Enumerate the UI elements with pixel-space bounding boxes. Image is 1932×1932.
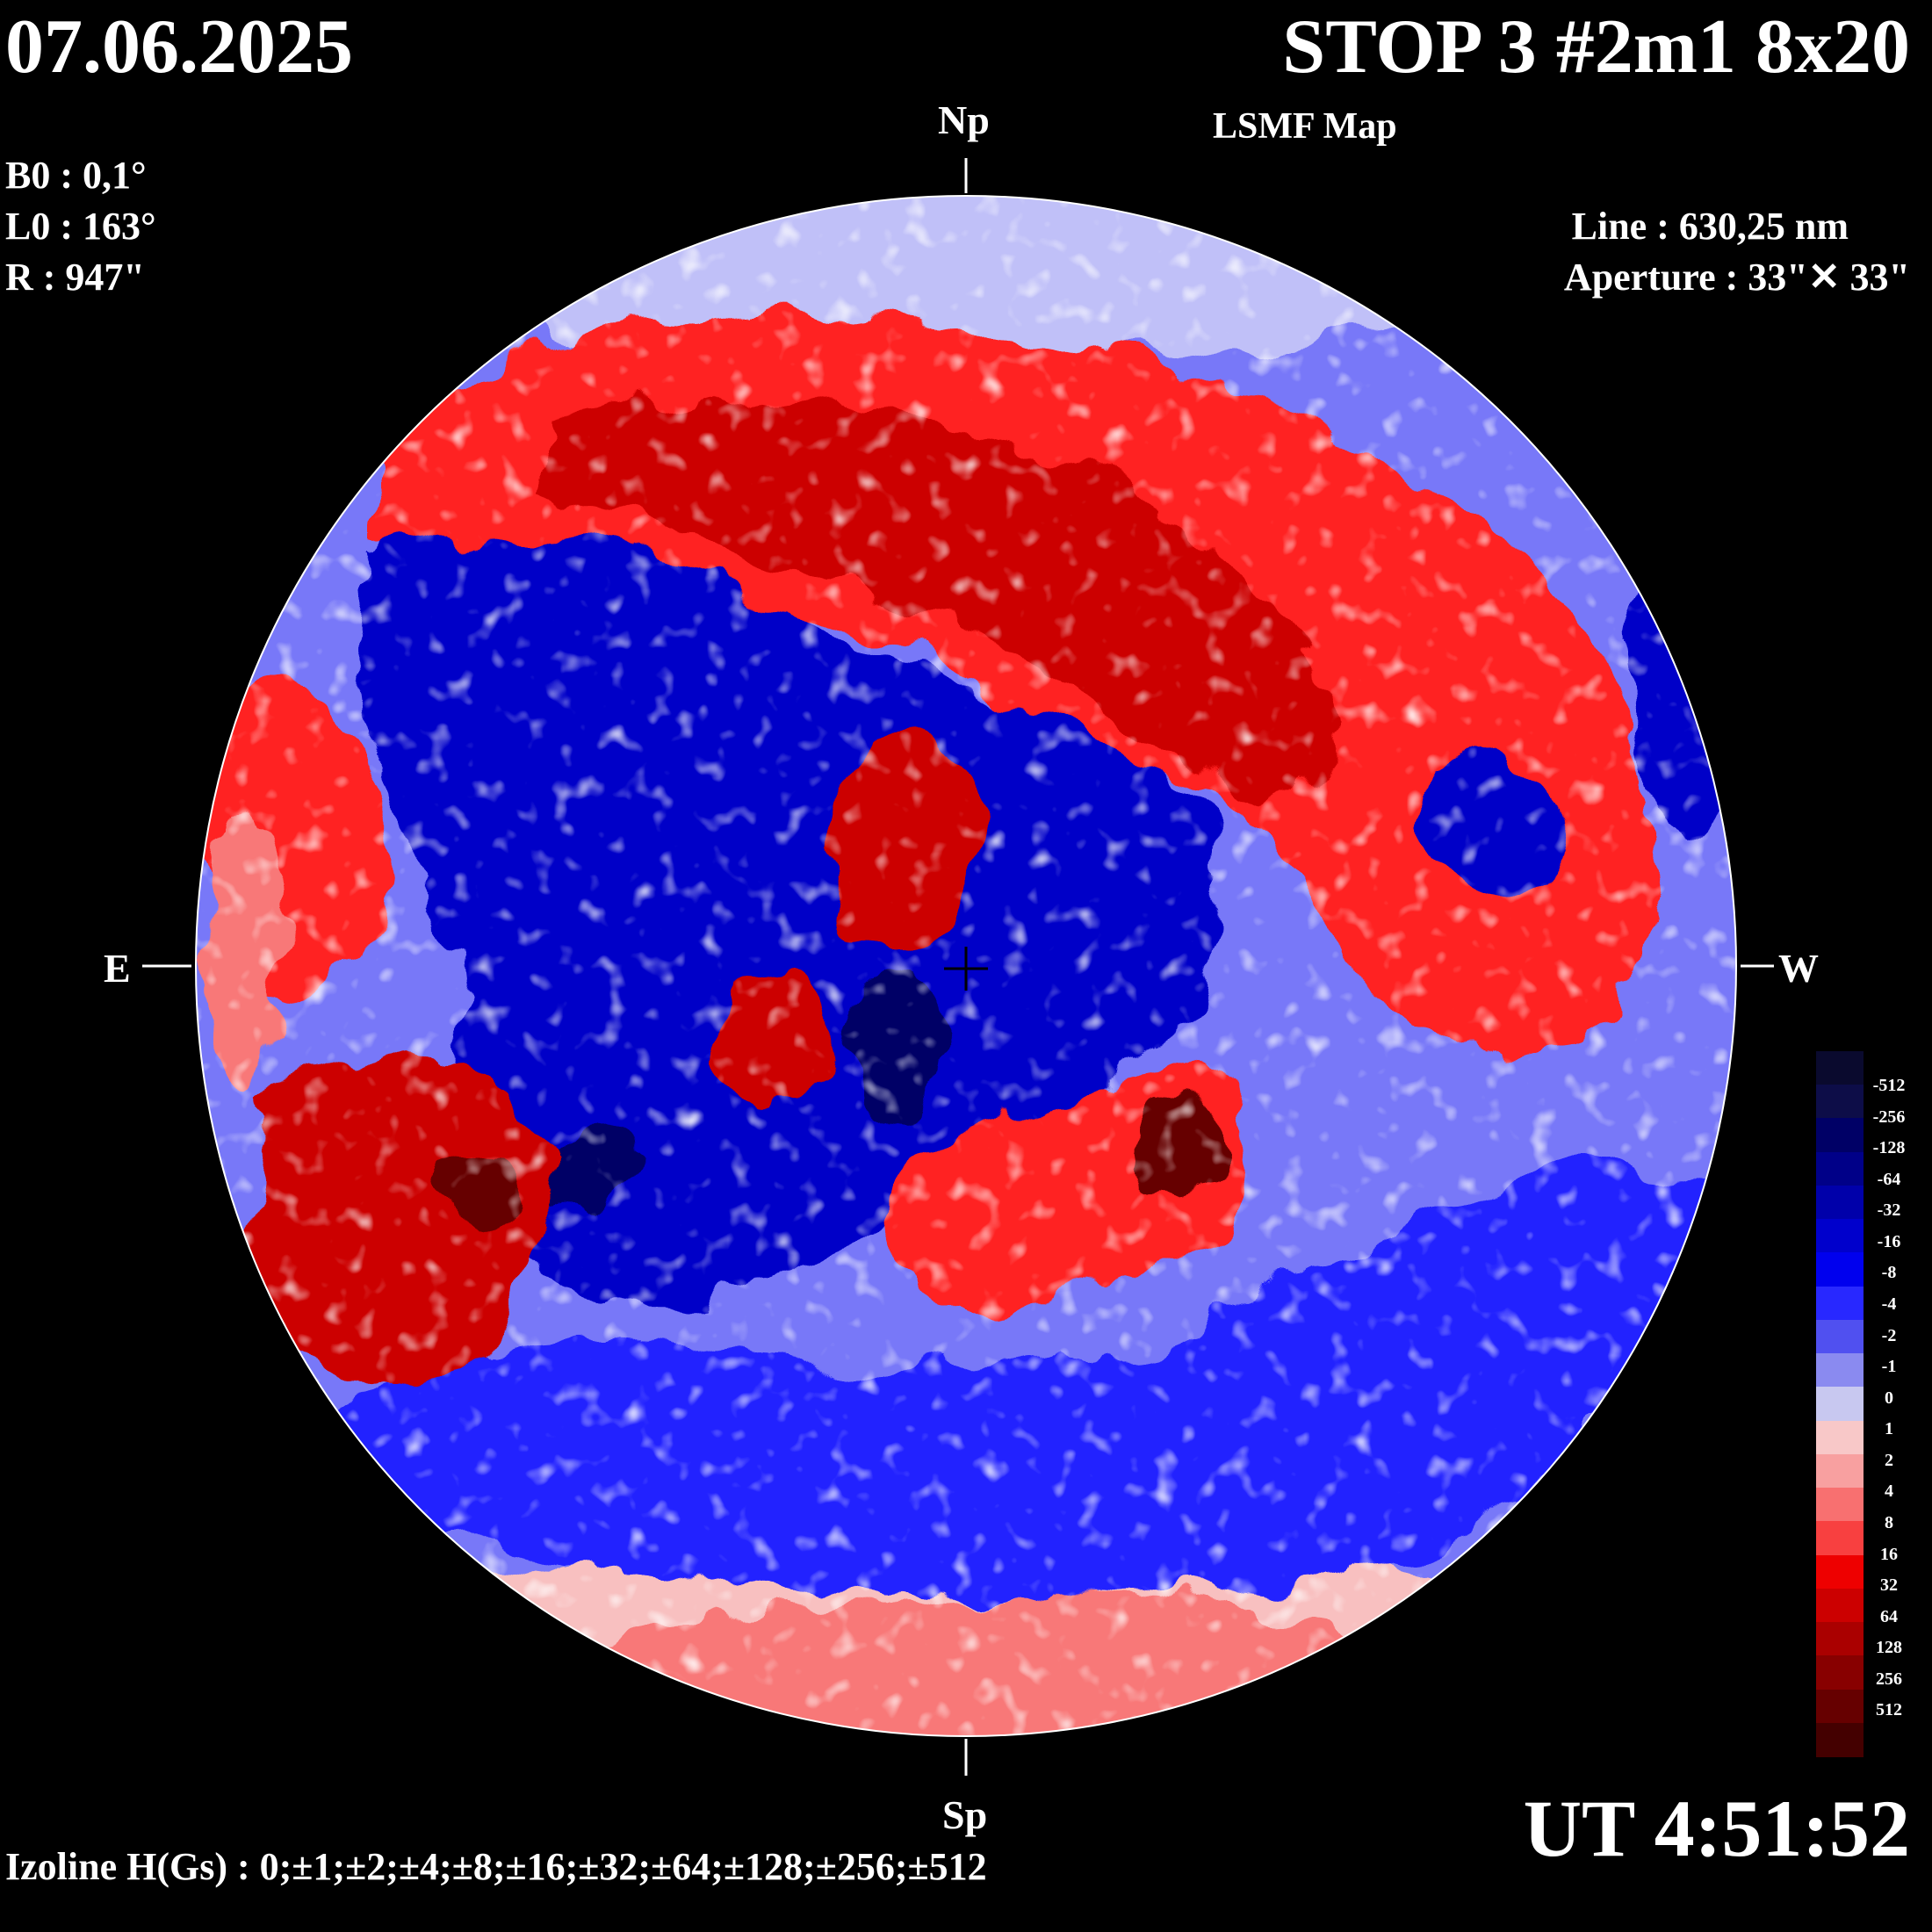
colorbar-label: 2 <box>1885 1450 1893 1470</box>
colorbar-label: -256 <box>1872 1107 1906 1127</box>
ut-time: UT 4:51:52 <box>1523 1784 1910 1873</box>
colorbar-segment <box>1816 1722 1864 1757</box>
colorbar-label: -1 <box>1881 1357 1897 1377</box>
colorbar-segment <box>1816 1420 1864 1455</box>
colorbar-label: -32 <box>1877 1200 1901 1221</box>
aperture: Aperture : 33"✕ 33" <box>1563 256 1910 299</box>
colorbar-segment <box>1816 1689 1864 1724</box>
colorbar-segment <box>1816 1252 1864 1287</box>
param-r: R : 947" <box>5 256 145 299</box>
colorbar-label: -4 <box>1881 1294 1897 1315</box>
colorbar-segment <box>1816 1185 1864 1221</box>
north-pole-label: Np <box>938 97 990 142</box>
colorbar-label: -512 <box>1872 1076 1906 1096</box>
colorbar-segment <box>1816 1655 1864 1690</box>
colorbar-segment <box>1816 1286 1864 1321</box>
observation-date: 07.06.2025 <box>5 4 353 90</box>
colorbar-segment <box>1816 1453 1864 1489</box>
colorbar-label: -8 <box>1881 1263 1897 1283</box>
colorbar-segment <box>1816 1387 1864 1422</box>
colorbar-label: 16 <box>1880 1544 1898 1564</box>
colorbar-segment <box>1816 1319 1864 1355</box>
colorbar-label: 512 <box>1876 1700 1902 1720</box>
colorbar-label: -64 <box>1877 1169 1901 1189</box>
param-b0: B0 : 0,1° <box>5 154 147 197</box>
param-l0: L0 : 163° <box>5 205 156 248</box>
colorbar-label: -16 <box>1877 1231 1901 1251</box>
spectral-line: Line : 630,25 nm <box>1571 205 1849 248</box>
colorbar-label: 64 <box>1880 1606 1898 1626</box>
colorbar-segment <box>1816 1554 1864 1590</box>
colorbar-segment <box>1816 1219 1864 1254</box>
izoline-legend: Izoline H(Gs) : 0;±1;±2;±4;±8;±16;±32;±6… <box>5 1845 987 1888</box>
colorbar-label: 8 <box>1885 1512 1893 1532</box>
south-pole-label: Sp <box>942 1792 988 1837</box>
colorbar-segment <box>1816 1353 1864 1388</box>
colorbar-segment <box>1816 1521 1864 1556</box>
colorbar-label: 1 <box>1885 1419 1893 1439</box>
colorbar-label: 32 <box>1880 1575 1898 1596</box>
east-label: E <box>104 946 131 991</box>
disk-limb <box>195 195 1737 1737</box>
west-label: W <box>1778 946 1819 991</box>
map-subtitle: LSMF Map <box>1213 106 1397 147</box>
colorbar-segment <box>1816 1488 1864 1523</box>
colorbar-label: -128 <box>1872 1138 1906 1158</box>
colorbar-label: 128 <box>1876 1638 1902 1658</box>
map-title: STOP 3 #2m1 8x20 <box>1282 4 1910 90</box>
colorbar-segment <box>1816 1051 1864 1086</box>
colorbar-segment <box>1816 1588 1864 1624</box>
colorbar-segment <box>1816 1622 1864 1657</box>
colorbar-segment <box>1816 1118 1864 1153</box>
colorbar-label: -2 <box>1881 1325 1897 1345</box>
colorbar-label: 256 <box>1876 1669 1902 1689</box>
colorbar-segment <box>1816 1151 1864 1186</box>
colorbar <box>1816 1051 1864 1757</box>
colorbar-label: 0 <box>1885 1388 1893 1408</box>
colorbar-label: 4 <box>1885 1481 1893 1502</box>
colorbar-segment <box>1816 1085 1864 1120</box>
